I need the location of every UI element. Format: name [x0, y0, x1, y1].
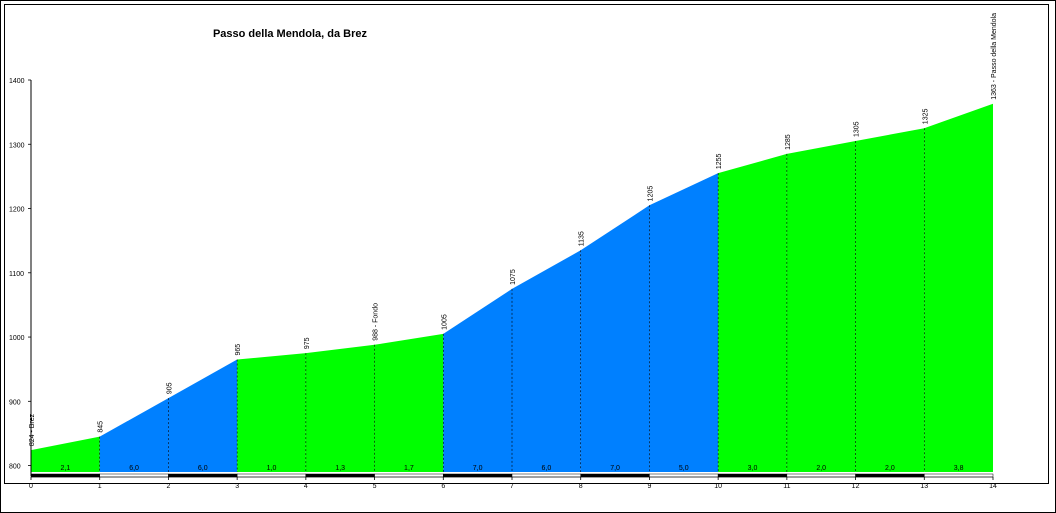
gradient-label: 6,0 — [129, 465, 139, 472]
distance-bar — [30, 473, 994, 478]
elevation-label: 975 — [304, 337, 311, 349]
elevation-label: 1205 — [647, 186, 654, 202]
x-tick-label: 9 — [647, 483, 651, 490]
x-tick-label: 1 — [98, 483, 102, 490]
y-tick-label: 800 — [9, 464, 21, 471]
profile-segment — [786, 141, 856, 472]
elevation-label: 1285 — [785, 134, 792, 150]
gradient-label: 3,0 — [748, 465, 758, 472]
gradient-label: 3,8 — [954, 465, 964, 472]
elevation-label: 965 — [235, 344, 242, 356]
profile-segment — [99, 398, 169, 472]
km-bar-segment — [443, 473, 513, 478]
x-tick-label: 12 — [852, 483, 860, 490]
chart-border — [4, 4, 1049, 484]
x-tick-label: 14 — [989, 483, 997, 490]
x-tick-label: 6 — [441, 483, 445, 490]
x-tick-label: 11 — [783, 483, 790, 490]
gradient-labels: 2,1 6,0 6,0 1,0 1,3 1,7 7,0 6,0 7,0 5,0 3,0 2,0 2,0 3… — [60, 465, 963, 472]
gradient-label: 7,0 — [473, 465, 483, 472]
profile-segment — [237, 353, 306, 472]
gradient-label: 1,3 — [335, 465, 345, 472]
y-tick-label: 1000 — [9, 335, 25, 342]
km-bar-segment — [786, 473, 856, 478]
chart-title: Passo della Mendola, da Brez — [213, 28, 368, 40]
elevation-label: 1005 — [441, 314, 448, 330]
elevation-labels: 824 - Brez 845 905 965 975 988 - Fondo 1005 107… — [29, 13, 998, 446]
gradient-label: 5,0 — [679, 465, 689, 472]
km-bar-segment — [580, 473, 650, 478]
profile-segment — [580, 205, 650, 473]
km-bar-segment — [168, 473, 238, 478]
elevation-label: 824 - Brez — [29, 413, 36, 446]
km-bar-segment — [511, 473, 581, 478]
profile-segment — [718, 153, 787, 472]
y-tick-label: 900 — [9, 399, 21, 406]
elevation-label: 845 — [98, 421, 105, 433]
x-tick-label: 5 — [373, 483, 377, 490]
profile-segment — [305, 344, 375, 472]
km-bar-segment — [924, 473, 994, 478]
profile-segment — [649, 173, 719, 472]
x-tick-label: 7 — [510, 483, 514, 490]
elevation-label: 1363 - Passo della Mendola — [991, 13, 998, 100]
km-bar-segment — [30, 473, 100, 478]
km-bar-segment — [374, 473, 444, 478]
gradient-label: 1,7 — [404, 465, 414, 472]
profile-segment — [855, 128, 925, 472]
elevation-label: 1135 — [579, 231, 586, 246]
gradient-label: 6,0 — [198, 465, 208, 472]
gradient-label: 6,0 — [541, 465, 551, 472]
elevation-label: 1305 — [854, 121, 861, 137]
gradient-label: 2,0 — [816, 465, 826, 472]
km-bar-segment — [236, 473, 307, 478]
gradient-label: 1,0 — [267, 465, 277, 472]
x-tick-label: 2 — [166, 483, 170, 490]
profile-segment — [168, 359, 238, 472]
x-tick-label: 8 — [579, 483, 583, 490]
y-tick-label: 1300 — [9, 142, 25, 149]
profile-segment — [924, 103, 993, 473]
gradient-label: 2,1 — [60, 465, 70, 472]
x-tick-label: 0 — [29, 483, 33, 490]
km-bar-segment — [99, 473, 169, 478]
x-tick-label: 10 — [714, 483, 722, 490]
x-tick-label: 4 — [304, 483, 308, 490]
x-tick-label: 3 — [235, 483, 239, 490]
elevation-label: 1325 — [922, 109, 929, 125]
y-tick-label: 1400 — [9, 78, 25, 85]
km-bar-segment — [717, 473, 788, 478]
elevation-label: 1075 — [510, 269, 517, 285]
y-tick-label: 1200 — [9, 207, 25, 214]
profile-segment — [512, 250, 581, 472]
elevation-label: 905 — [166, 382, 173, 394]
y-tick-label: 1100 — [9, 271, 24, 278]
elevation-label: 1255 — [716, 154, 723, 170]
km-bar-segment — [305, 473, 375, 478]
profile-segment — [443, 288, 512, 472]
profile-segment — [374, 333, 444, 472]
profile-segment — [31, 436, 100, 472]
km-bar-segment — [855, 473, 925, 478]
profile-segments — [31, 103, 993, 473]
elevation-label: 988 - Fondo — [373, 303, 380, 341]
km-bar-segment — [649, 473, 719, 478]
x-tick-label: 13 — [920, 483, 928, 490]
gradient-label: 7,0 — [610, 465, 620, 472]
segment-dividers — [99, 128, 925, 472]
gradient-label: 2,0 — [885, 465, 895, 472]
